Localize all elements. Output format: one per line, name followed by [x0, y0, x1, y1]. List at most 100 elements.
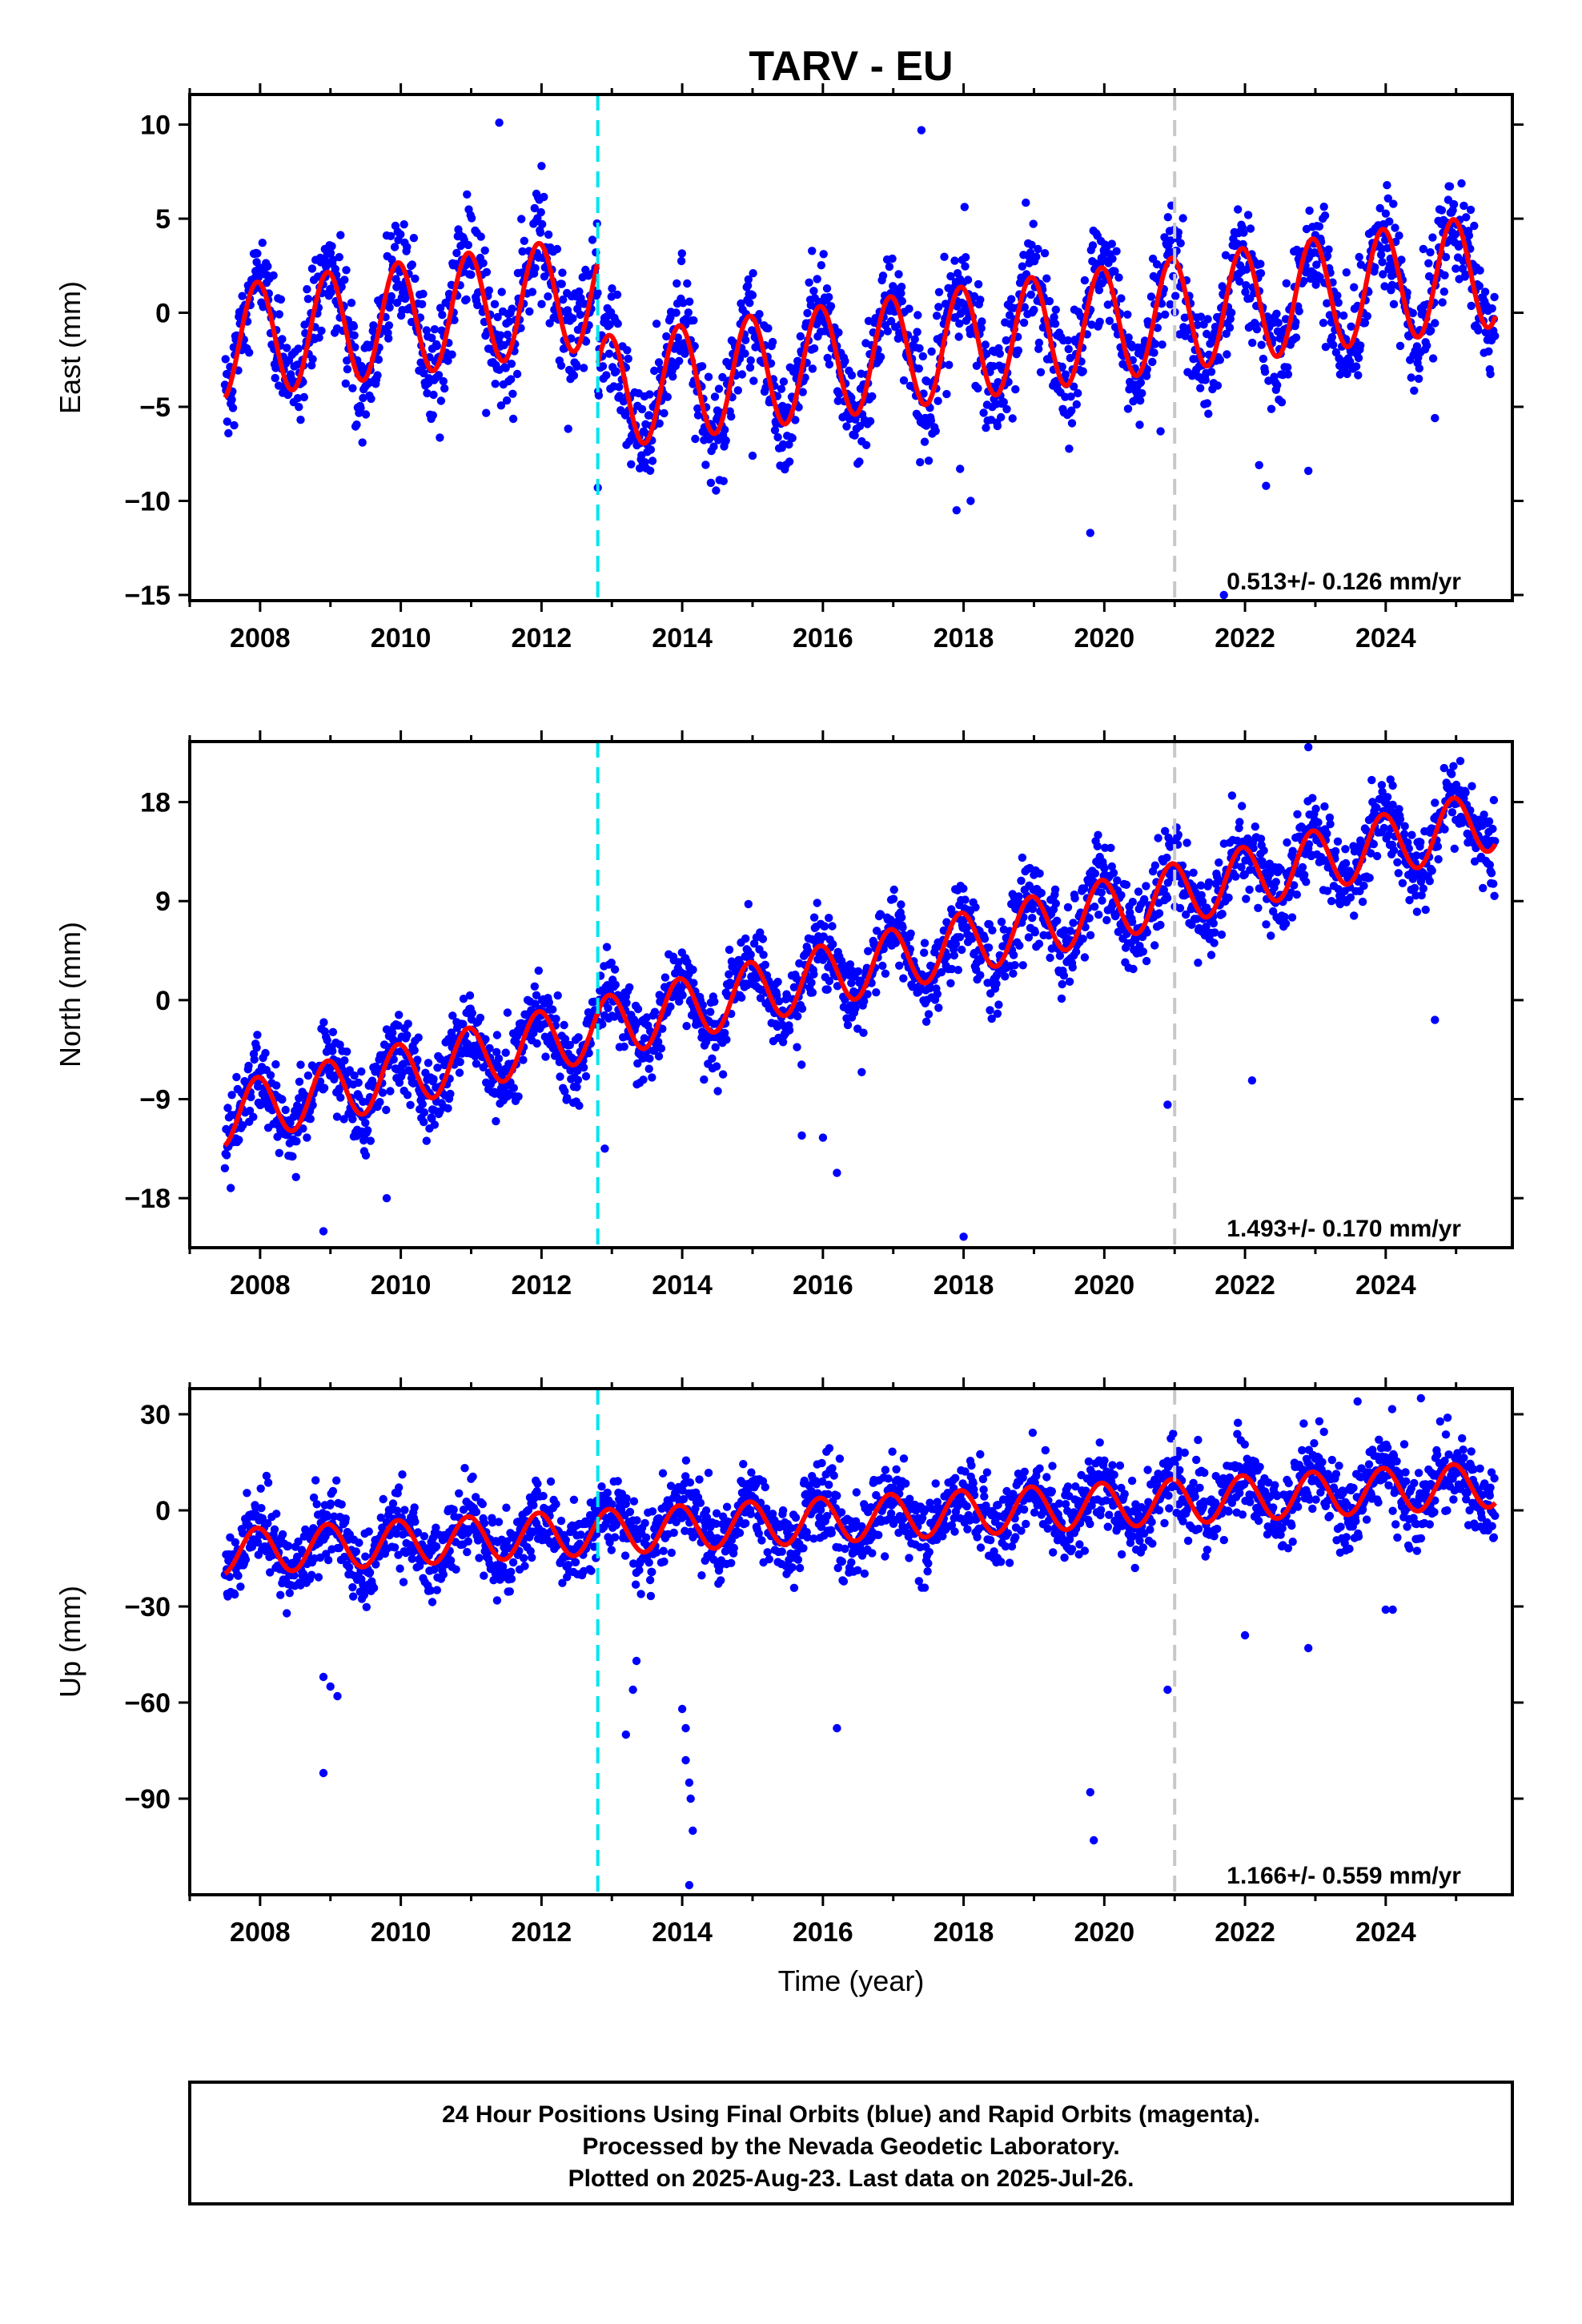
east-data-point [1201, 376, 1210, 384]
up-data-point [464, 1537, 472, 1546]
east-data-point [1333, 291, 1342, 300]
east-data-point [981, 340, 990, 349]
north-data-point [1001, 972, 1010, 981]
north-data-point [678, 991, 687, 1000]
east-data-point [1135, 420, 1144, 429]
east-data-point [1467, 301, 1476, 311]
east-data-point [1457, 179, 1466, 188]
north-data-point [710, 997, 719, 1007]
east-data-point [1243, 211, 1253, 219]
east-outlier-point [748, 451, 757, 460]
north-data-point [1350, 847, 1359, 856]
east-data-point [683, 279, 692, 288]
east-data-point [982, 424, 990, 432]
north-data-point [532, 991, 541, 1000]
north-data-point [1251, 822, 1260, 831]
north-data-point [746, 950, 755, 959]
east-data-point [1246, 224, 1255, 233]
north-data-point [1394, 869, 1403, 878]
east-data-point [1441, 252, 1451, 262]
east-data-point [1475, 281, 1484, 291]
east-data-point [1342, 268, 1351, 277]
east-data-point [396, 230, 405, 239]
north-data-point [328, 1047, 337, 1055]
east-data-point [1114, 273, 1123, 282]
east-data-point [1225, 324, 1235, 332]
east-data-point [749, 376, 758, 385]
east-data-point [544, 292, 552, 301]
east-data-point [518, 247, 527, 256]
east-data-point [1178, 214, 1187, 223]
north-data-point [845, 960, 855, 969]
east-data-point [342, 266, 351, 275]
east-data-point [1020, 303, 1030, 312]
north-x-tick-label: 2022 [1215, 1270, 1275, 1301]
up-data-point [348, 1582, 357, 1592]
east-data-point [1387, 280, 1397, 290]
north-x-tick-label: 2018 [934, 1270, 994, 1301]
up-data-point [430, 1565, 439, 1574]
north-data-point [1358, 897, 1367, 907]
east-outlier-point [917, 126, 926, 135]
north-data-point [272, 1081, 281, 1090]
east-data-point [1222, 329, 1231, 338]
north-data-point [1331, 846, 1340, 856]
north-data-point [823, 985, 832, 994]
east-data-point [530, 203, 539, 213]
east-data-point [940, 252, 949, 261]
east-data-point [1138, 388, 1146, 398]
east-data-point [1329, 340, 1338, 349]
east-data-point [1067, 406, 1076, 415]
north-data-point [1109, 868, 1118, 878]
north-data-point [1028, 914, 1037, 923]
up-data-point [379, 1494, 387, 1504]
up-data-point [323, 1555, 333, 1565]
east-data-point [228, 404, 238, 412]
east-data-point [1248, 338, 1257, 348]
north-data-point [959, 884, 968, 893]
north-outlier-point [1367, 775, 1376, 785]
east-data-point [572, 362, 581, 371]
north-data-point [721, 1028, 729, 1038]
east-data-point [1315, 272, 1324, 282]
east-data-point [1014, 346, 1023, 355]
north-data-point [1395, 814, 1405, 824]
north-data-point [937, 967, 946, 977]
east-data-point [809, 344, 819, 353]
north-data-point [1182, 910, 1191, 919]
east-data-point [512, 369, 522, 379]
east-data-point [805, 278, 813, 287]
east-data-point [746, 356, 755, 365]
east-data-point [693, 404, 702, 413]
east-data-point [865, 416, 875, 426]
east-data-point [652, 320, 661, 328]
north-data-point [1416, 838, 1425, 846]
north-data-point [675, 997, 684, 1006]
east-data-point [1051, 305, 1061, 314]
north-data-point [1383, 793, 1392, 802]
east-data-point [503, 330, 512, 340]
east-data-point [913, 311, 922, 320]
north-data-point [947, 964, 957, 974]
east-data-point [403, 243, 412, 251]
north-data-point [946, 979, 955, 988]
east-data-point [326, 248, 335, 258]
north-data-point [1298, 862, 1307, 872]
up-data-point [432, 1542, 441, 1551]
north-data-point [548, 1005, 557, 1014]
east-data-point [704, 372, 713, 381]
east-data-point [1171, 292, 1180, 300]
east-data-point [801, 373, 809, 382]
east-data-point [307, 361, 316, 370]
north-data-point [741, 934, 750, 943]
east-data-point [1074, 388, 1082, 398]
east-data-point [1007, 295, 1016, 304]
east-data-point [1339, 311, 1348, 320]
east-data-point [826, 302, 836, 311]
north-data-point [859, 1028, 868, 1037]
east-data-point [714, 384, 724, 393]
north-x-tick-label: 2016 [793, 1270, 853, 1301]
north-data-point [306, 1115, 315, 1124]
up-data-point [323, 1512, 332, 1521]
east-data-point [934, 287, 944, 296]
